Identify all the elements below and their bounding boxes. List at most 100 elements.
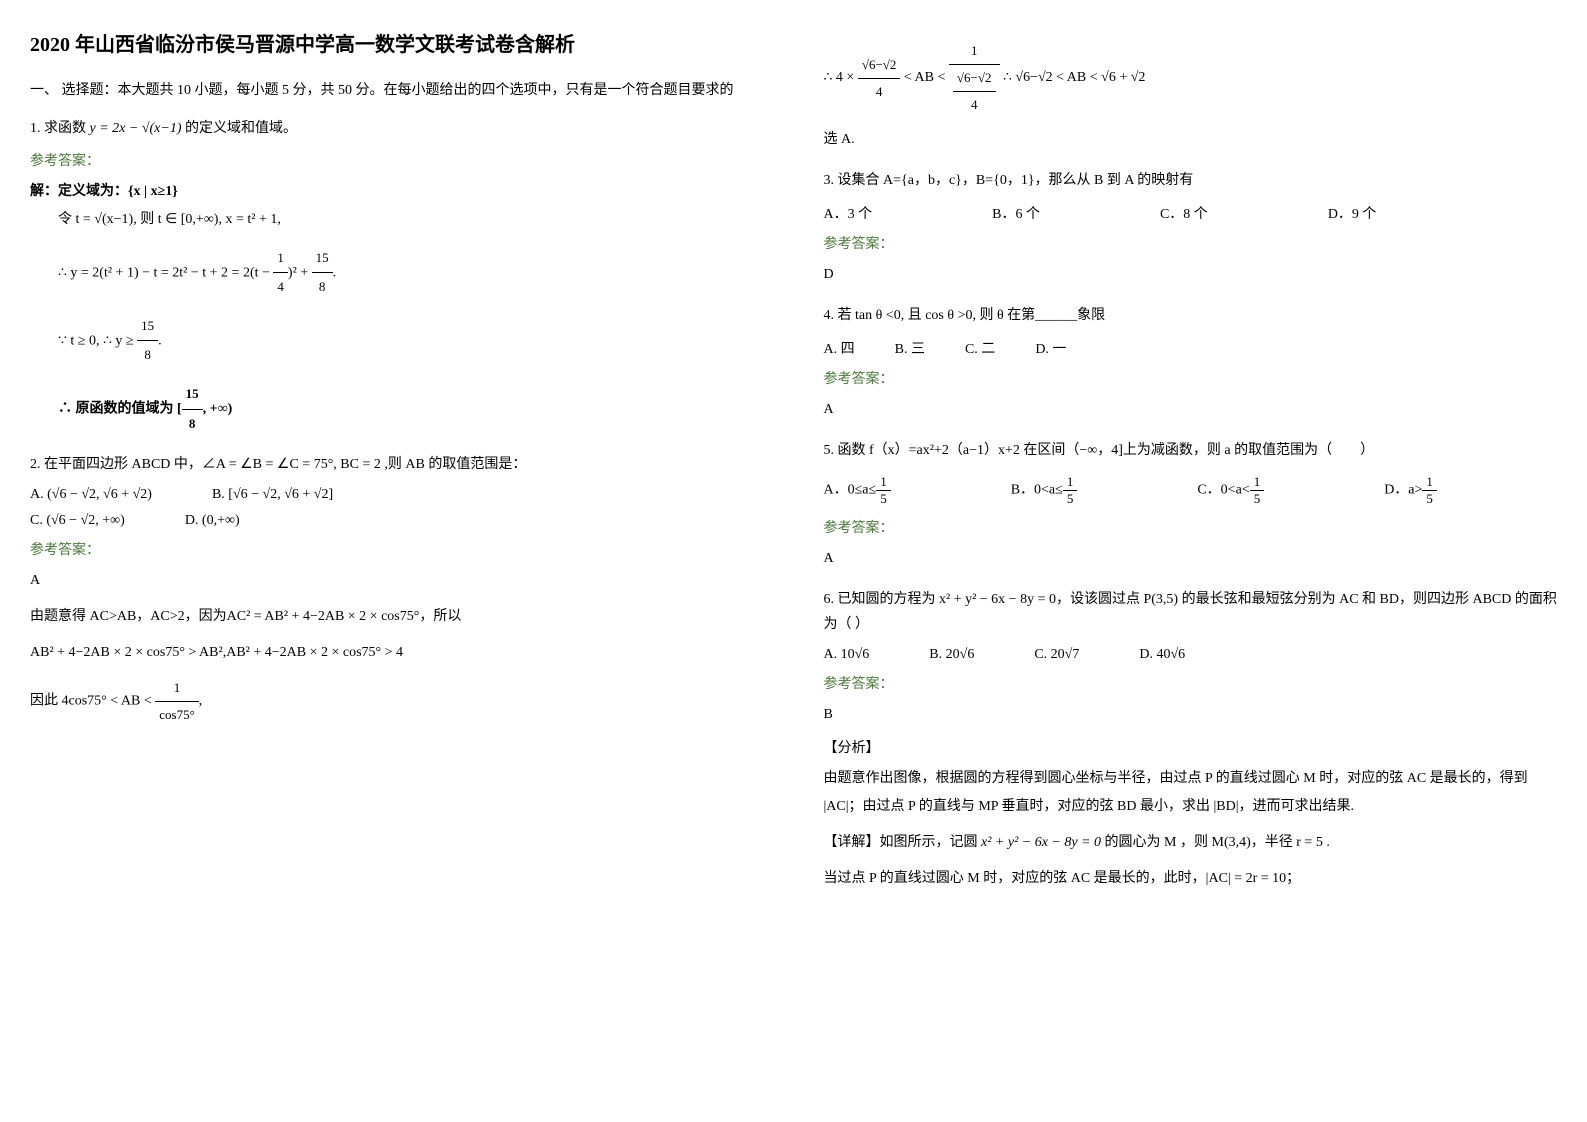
nested-frac-den: √6−√24: [949, 65, 1000, 118]
question-6: 6. 已知圆的方程为 x² + y² − 6x − 8y = 0，设该圆过点 P…: [824, 587, 1558, 637]
frac-den: 8: [137, 341, 158, 370]
q6-options: A. 10√6 B. 20√6 C. 20√7 D. 40√6: [824, 647, 1558, 663]
q2-sol4-suffix: ∴ √6−√2 < AB < √6 + √2: [1000, 70, 1146, 85]
frac-num: 1: [1250, 474, 1265, 491]
frac-num: 15: [312, 244, 333, 274]
q4-optC: C. 二: [965, 338, 995, 358]
frac-num: 1: [1063, 474, 1078, 491]
q6-analysis-label: 【分析】: [824, 737, 1558, 757]
q1-frac2: 158: [312, 244, 333, 302]
q2-frac3: 1√6−√24: [949, 38, 1000, 118]
question-1: 1. 求函数 y = 2x − √(x−1) 的定义域和值域。: [30, 116, 764, 141]
q5-optB: B．0<a≤15: [1011, 474, 1078, 507]
q6-answer: B: [824, 701, 1558, 729]
q6-optD: D. 40√6: [1139, 647, 1185, 663]
q6-detail-line2: 当过点 P 的直线过圆心 M 时，对应的弦 AC 是最长的，此时，|AC| = …: [824, 865, 1558, 893]
q1-sol4-suffix: .: [158, 333, 162, 348]
q1-sol3-mid: (t −: [250, 265, 273, 280]
q3-options: A．3 个 B．6 个 C．8 个 D．9 个: [824, 203, 1558, 223]
q2-sol4-prefix: ∴ 4 ×: [824, 70, 858, 85]
q5-options: A．0≤a≤15 B．0<a≤15 C．0<a<15 D．a>15: [824, 474, 1558, 507]
q1-formula: y = 2x − √(x−1): [90, 121, 182, 136]
frac-den: cos75°: [155, 702, 199, 728]
q2-sol-line1: 由题意得 AC>AB，AC>2，因为AC² = AB² + 4−2AB × 2 …: [30, 603, 764, 631]
q4-optA: A. 四: [824, 338, 855, 358]
q2-optA: A. (√6 − √2, √6 + √2): [30, 487, 152, 503]
q5-optA-prefix: A．0≤a≤: [824, 482, 877, 497]
q2-frac1: 1cos75°: [155, 675, 199, 728]
frac-num: 1: [155, 675, 199, 702]
frac-den: 4: [953, 92, 996, 118]
q2-sol-line2: AB² + 4−2AB × 2 × cos75° > AB²,AB² + 4−2…: [30, 639, 764, 667]
frac-num: 1: [876, 474, 891, 491]
q2-sol4-mid: < AB <: [900, 70, 948, 85]
q5-fracA: 15: [876, 474, 891, 507]
q6-answer-label: 参考答案：: [824, 673, 1558, 693]
q2-optD: D. (0,+∞): [185, 513, 240, 529]
q6-detail: 【详解】如图所示，记圆 x² + y² − 6x − 8y = 0 的圆心为 M…: [824, 829, 1558, 857]
q3-answer: D: [824, 261, 1558, 289]
frac-den: 5: [1422, 491, 1437, 507]
q1-sol-line1: 解：定义域为：{x | x≥1}: [30, 178, 764, 206]
q3-optB: B．6 个: [992, 203, 1040, 223]
section-header: 一、 选择题：本大题共 10 小题，每小题 5 分，共 50 分。在每小题给出的…: [30, 80, 764, 102]
frac-num: √6−√2: [858, 52, 901, 79]
q1-sol3-suffix: .: [333, 265, 337, 280]
q2-sol-line4: ∴ 4 × √6−√24 < AB < 1√6−√24 ∴ √6−√2 < AB…: [824, 38, 1558, 118]
frac-num: √6−√2: [953, 65, 996, 92]
q6-optA: A. 10√6: [824, 647, 870, 663]
q2-sol-line3: 因此 4cos75° < AB < 1cos75°,: [30, 675, 764, 728]
q5-optC-prefix: C．0<a<: [1197, 482, 1249, 497]
q1-sol-line2: 令 t = √(x−1), 则 t ∈ [0,+∞), x = t² + 1,: [58, 206, 764, 234]
q5-answer-label: 参考答案：: [824, 517, 1558, 537]
q4-options: A. 四 B. 三 C. 二 D. 一: [824, 338, 1558, 358]
frac-num: 1: [273, 244, 288, 274]
q1-answer-label: 参考答案：: [30, 150, 764, 170]
q2-sol3-prefix: 因此 4cos75° < AB <: [30, 694, 155, 709]
question-2: 2. 在平面四边形 ABCD 中，∠A = ∠B = ∠C = 75°, BC …: [30, 452, 764, 477]
frac-den: 5: [1063, 491, 1078, 507]
q5-optC: C．0<a<15: [1197, 474, 1264, 507]
q2-answer: A: [30, 567, 764, 595]
q6-optB: B. 20√6: [929, 647, 974, 663]
frac-den: 8: [312, 273, 333, 302]
q4-answer: A: [824, 396, 1558, 424]
q2-frac2: √6−√24: [858, 52, 901, 105]
frac-den: 5: [1250, 491, 1265, 507]
q1-prefix: 1. 求函数: [30, 121, 86, 136]
q2-sol3-suffix: ,: [199, 694, 203, 709]
frac-num: 1: [949, 38, 1000, 65]
q1-sol3-mid2: )² +: [288, 265, 312, 280]
frac-num: 15: [137, 312, 158, 342]
q5-optB-prefix: B．0<a≤: [1011, 482, 1063, 497]
q5-fracB: 15: [1063, 474, 1078, 507]
q5-answer: A: [824, 545, 1558, 573]
q5-optD: D．a>15: [1384, 474, 1437, 507]
q6-detail-formula: x² + y² − 6x − 8y = 0: [981, 835, 1101, 850]
q1-sol5-prefix: ∴ 原函数的值域为 [: [58, 401, 182, 416]
q2-optB: B. [√6 − √2, √6 + √2]: [212, 487, 333, 503]
q2-nested-frac: √6−√24: [953, 65, 996, 118]
q6-detail-prefix: 【详解】如图所示，记圆: [824, 835, 982, 850]
q3-optA: A．3 个: [824, 203, 873, 223]
q1-solution: 解：定义域为：{x | x≥1} 令 t = √(x−1), 则 t ∈ [0,…: [30, 178, 764, 439]
q2-answer-label: 参考答案：: [30, 539, 764, 559]
q2-options-row2: C. (√6 − √2, +∞) D. (0,+∞): [30, 513, 764, 529]
q4-answer-label: 参考答案：: [824, 368, 1558, 388]
q3-optC: C．8 个: [1160, 203, 1208, 223]
q2-options-row1: A. (√6 − √2, √6 + √2) B. [√6 − √2, √6 + …: [30, 487, 764, 503]
q5-optA: A．0≤a≤15: [824, 474, 891, 507]
question-3: 3. 设集合 A={a，b，c}，B={0，1}，那么从 B 到 A 的映射有: [824, 168, 1558, 193]
frac-den: 4: [273, 273, 288, 302]
frac-den: 8: [182, 410, 203, 439]
q6-analysis-text: 由题意作出图像，根据圆的方程得到圆心坐标与半径，由过点 P 的直线过圆心 M 时…: [824, 765, 1558, 821]
q1-sol3-prefix: ∴ y = 2(t² + 1) − t = 2t² − t + 2 = 2: [58, 265, 250, 280]
q4-optD: D. 一: [1035, 338, 1066, 358]
q5-optD-prefix: D．a>: [1384, 482, 1422, 497]
q1-frac3: 158: [137, 312, 158, 370]
question-5: 5. 函数 f（x）=ax²+2（a−1）x+2 在区间（−∞，4]上为减函数，…: [824, 438, 1558, 463]
q1-suffix: 的定义域和值域。: [185, 121, 297, 136]
q1-sol-line3: ∴ y = 2(t² + 1) − t = 2t² − t + 2 = 2(t …: [58, 244, 764, 302]
q1-sol-line5: ∴ 原函数的值域为 [158, +∞): [58, 380, 764, 438]
q1-sol4-prefix: ∵ t ≥ 0, ∴ y ≥: [58, 333, 137, 348]
